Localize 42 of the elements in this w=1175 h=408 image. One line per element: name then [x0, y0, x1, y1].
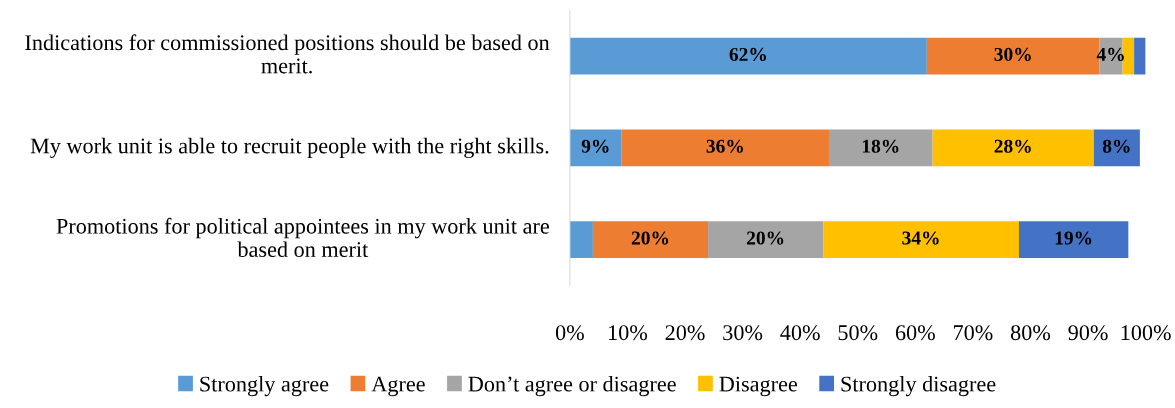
data-label: 28%	[994, 139, 1031, 153]
y-tick-label: Indications for commissioned positions should be based on merit.	[25, 34, 550, 74]
bar	[569, 221, 593, 259]
y-tick-label: Promotions for political appointees in my work unit are based on merit	[56, 217, 549, 258]
x-tick-label: 20%	[665, 325, 705, 341]
data-label: 30%	[994, 47, 1031, 62]
legend-label: Don’t agree or disagree	[468, 375, 676, 397]
bar	[932, 129, 1094, 167]
x-tick-label: 70%	[954, 325, 993, 341]
bar	[708, 221, 824, 259]
x-tick-label: 90%	[1068, 325, 1108, 341]
x-tick-label: 10%	[609, 325, 648, 341]
bar	[592, 221, 709, 259]
data-label: 9%	[581, 139, 609, 153]
legend-label: Strongly disagree	[841, 375, 996, 397]
data-label: 36%	[706, 139, 743, 153]
bar	[828, 129, 933, 167]
x-tick-label: 50%	[838, 325, 878, 341]
bar	[569, 37, 927, 75]
bar	[1122, 37, 1135, 75]
bar	[823, 221, 1019, 259]
data-label: 20%	[631, 231, 669, 245]
x-tick-label: 30%	[723, 325, 763, 341]
x-tick-label: 100%	[1121, 325, 1171, 341]
data-label: 62%	[729, 47, 766, 62]
x-tick-label: 40%	[780, 325, 820, 341]
bar	[1093, 129, 1140, 167]
bar	[621, 129, 829, 167]
data-label: 34%	[902, 231, 939, 245]
bar	[1018, 221, 1129, 259]
data-label: 19%	[1055, 231, 1092, 245]
x-tick-label: 0%	[555, 325, 584, 341]
data-label: 18%	[862, 139, 899, 153]
bar	[1134, 37, 1146, 75]
legend-label: Agree	[371, 376, 425, 397]
x-tick-label: 60%	[895, 325, 935, 341]
data-label: 8%	[1102, 139, 1130, 153]
y-tick-label: My work unit is able to recruit people with the right skills.	[30, 137, 549, 159]
x-tick-label: 80%	[1010, 325, 1051, 341]
legend-label: Disagree	[719, 376, 797, 397]
data-label: 20%	[747, 231, 784, 245]
legend-label: Strongly agree	[200, 375, 329, 397]
